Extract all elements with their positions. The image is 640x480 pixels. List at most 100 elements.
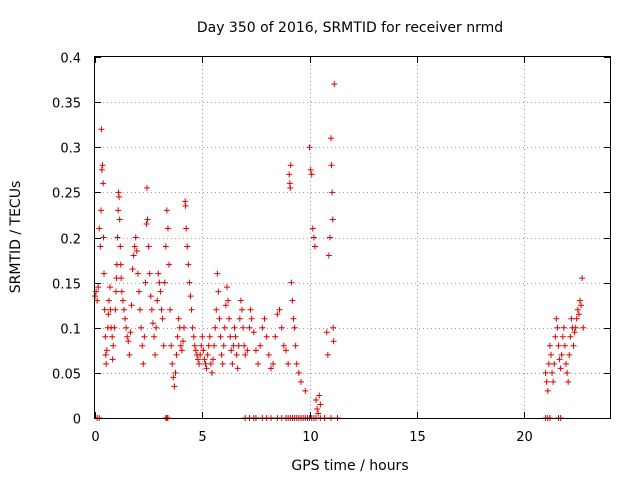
data-point	[214, 270, 221, 277]
data-point	[188, 306, 195, 313]
data-point	[276, 306, 283, 313]
data-point	[561, 342, 568, 349]
data-point	[550, 378, 557, 385]
data-point	[557, 365, 564, 372]
data-point	[143, 220, 150, 227]
data-point	[307, 166, 314, 173]
data-point	[98, 207, 105, 214]
data-point	[556, 356, 563, 363]
data-point	[203, 365, 210, 372]
data-point	[152, 351, 159, 358]
data-point	[151, 333, 158, 340]
data-point	[563, 360, 570, 367]
data-point	[191, 342, 198, 349]
data-point	[97, 243, 104, 250]
data-point	[218, 351, 225, 358]
data-point	[153, 324, 160, 331]
data-point	[558, 351, 565, 358]
data-point	[196, 360, 203, 367]
data-point	[228, 347, 235, 354]
data-point	[328, 135, 335, 142]
data-point	[114, 234, 121, 241]
data-point	[115, 207, 122, 214]
data-point	[282, 347, 289, 354]
data-point	[554, 324, 561, 331]
data-point	[137, 306, 144, 313]
data-point	[315, 410, 322, 417]
data-point	[575, 311, 582, 318]
data-point	[231, 324, 238, 331]
data-point	[198, 342, 205, 349]
data-point	[242, 351, 249, 358]
data-point	[234, 365, 241, 372]
data-point	[572, 324, 579, 331]
data-point	[308, 171, 315, 178]
data-point	[102, 351, 109, 358]
data-point	[551, 360, 558, 367]
axis-ticks: 0 5 10 15 20 0 0.05 0.1 0.15 0.2 0.25 0.3 0.35 0.4	[52, 52, 610, 445]
x-tick-label: 10	[302, 430, 319, 445]
data-point	[186, 279, 193, 286]
data-point	[560, 324, 567, 331]
data-point	[210, 356, 217, 363]
data-point	[250, 329, 257, 336]
data-point	[119, 297, 126, 304]
data-point	[240, 324, 247, 331]
data-point	[158, 306, 165, 313]
data-point	[259, 324, 266, 331]
data-point	[573, 315, 580, 322]
data-point	[257, 342, 264, 349]
data-point	[129, 266, 136, 273]
data-point	[223, 284, 230, 291]
data-point	[323, 329, 330, 336]
data-point	[148, 306, 155, 313]
data-point	[211, 342, 218, 349]
data-point	[317, 401, 324, 408]
data-point	[190, 333, 197, 340]
data-point	[142, 279, 149, 286]
data-point	[102, 333, 109, 340]
data-point	[329, 216, 336, 223]
data-point	[135, 288, 142, 295]
data-point	[109, 333, 116, 340]
data-point	[565, 378, 572, 385]
data-point	[99, 162, 106, 169]
data-point	[252, 347, 259, 354]
data-point	[118, 288, 125, 295]
data-point	[278, 324, 285, 331]
data-point	[292, 342, 299, 349]
data-point	[324, 351, 331, 358]
data-point	[244, 347, 251, 354]
data-point	[157, 288, 164, 295]
data-point	[232, 333, 239, 340]
data-point	[143, 184, 150, 191]
data-point	[219, 360, 226, 367]
data-point	[261, 315, 268, 322]
y-tick-label: 0.1	[60, 323, 81, 338]
data-point	[128, 302, 135, 309]
data-point	[311, 243, 318, 250]
data-point	[94, 297, 101, 304]
data-point	[181, 324, 188, 331]
data-point	[167, 306, 174, 313]
data-point	[179, 338, 186, 345]
data-point	[117, 243, 124, 250]
data-point	[287, 162, 294, 169]
x-tick-label: 5	[198, 430, 206, 445]
data-point	[290, 315, 297, 322]
data-point	[110, 342, 117, 349]
data-point	[559, 333, 566, 340]
data-point	[215, 288, 222, 295]
data-point	[579, 275, 586, 282]
data-point	[98, 126, 105, 133]
data-point	[170, 374, 177, 381]
data-point	[130, 252, 137, 259]
data-point	[100, 234, 107, 241]
x-axis-label: GPS time / hours	[291, 458, 408, 474]
data-point	[329, 189, 336, 196]
data-point	[116, 193, 123, 200]
data-point	[286, 171, 293, 178]
data-point	[238, 306, 245, 313]
data-point	[149, 320, 156, 327]
data-point	[272, 333, 279, 340]
